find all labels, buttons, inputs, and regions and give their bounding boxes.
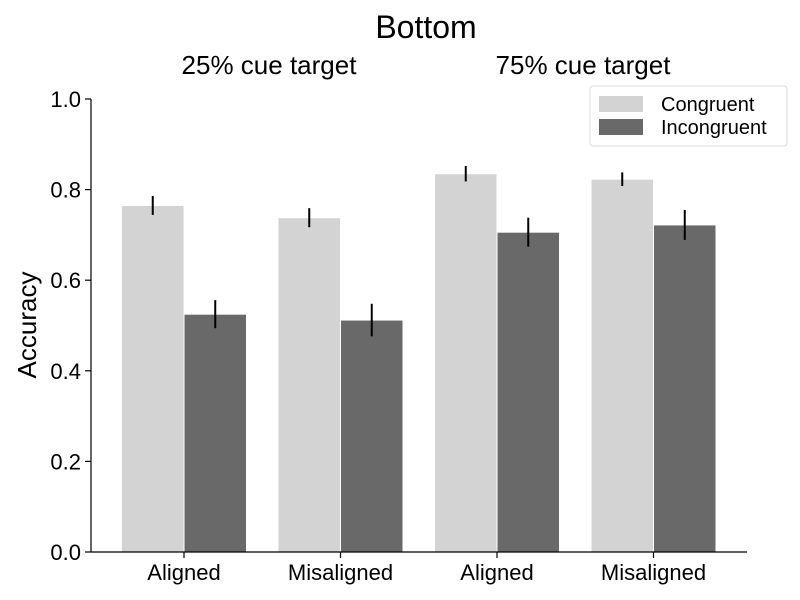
bar-congruent-3 [590, 178, 654, 553]
y-axis-label: Accuracy [12, 272, 42, 379]
bar-congruent-0 [121, 204, 185, 553]
bar-incongruent-0 [183, 313, 247, 553]
bar-congruent-2 [434, 173, 498, 553]
group-label-25: 25% cue target [182, 50, 358, 80]
group-label-75: 75% cue target [496, 50, 672, 80]
y-tick-label-2: 0.4 [50, 359, 81, 384]
y-tick-label-4: 0.8 [50, 178, 81, 203]
y-tick-label-3: 0.6 [50, 268, 81, 293]
bars-layer [121, 173, 717, 553]
y-tick-label-5: 1.0 [50, 87, 81, 112]
y-tick-label-0: 0.0 [50, 540, 81, 565]
bar-incongruent-3 [653, 224, 717, 553]
legend-swatch-incongruent [599, 119, 643, 135]
bar-incongruent-2 [496, 231, 560, 553]
error-bars-layer [151, 166, 686, 337]
bar-congruent-1 [277, 217, 341, 553]
legend-swatch-congruent [599, 96, 643, 112]
legend-label-incongruent: Incongruent [661, 117, 767, 139]
x-tick-label-0: Aligned [147, 560, 220, 585]
legend-label-congruent: Congruent [661, 94, 755, 116]
axes-layer: 0.0 0.2 0.4 0.6 0.8 1.0 Aligned Misaligned Align… [50, 87, 747, 585]
x-tick-label-1: Misaligned [288, 560, 393, 585]
y-tick-label-1: 0.2 [50, 449, 81, 474]
bar-incongruent-1 [340, 319, 404, 553]
chart-title: Bottom [375, 9, 476, 45]
x-tick-label-3: Misaligned [601, 560, 706, 585]
x-tick-label-2: Aligned [460, 560, 533, 585]
